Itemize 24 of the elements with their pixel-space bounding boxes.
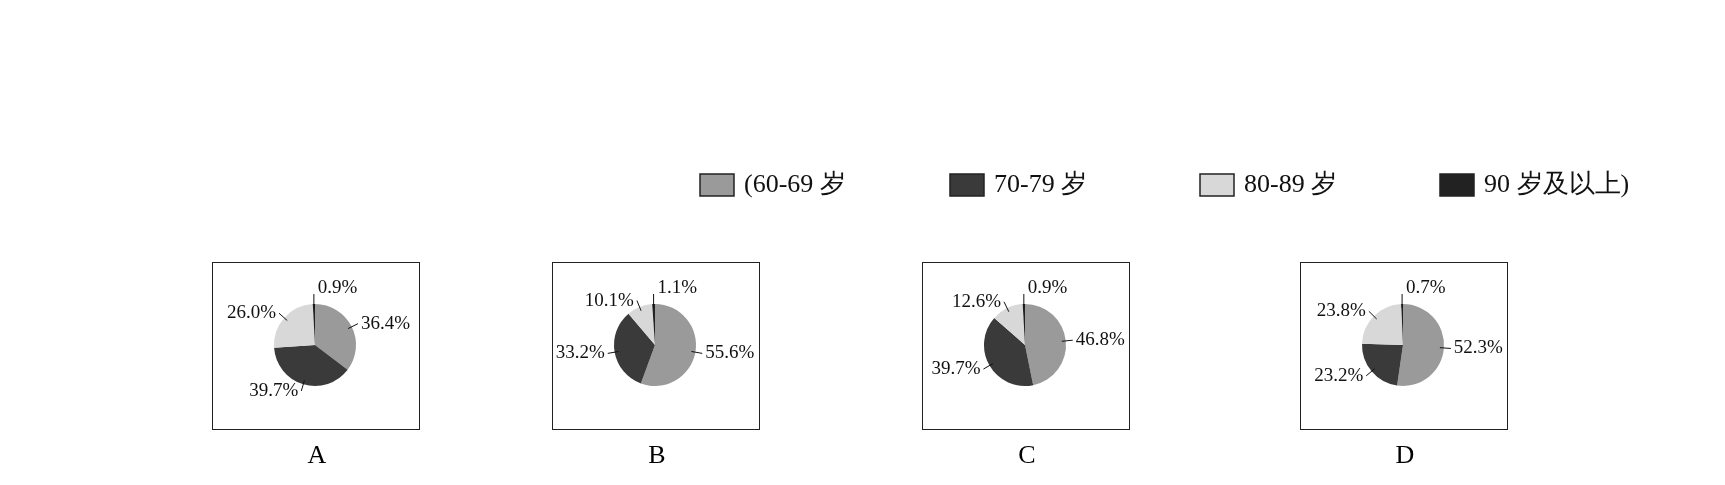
data-label: 55.6% — [705, 341, 755, 363]
text: C — [1017, 440, 1037, 470]
data-label: 1.1% — [657, 275, 698, 297]
data-label: 0.9% — [317, 275, 358, 297]
data-label: 10.1% — [584, 288, 635, 310]
data-label: 52.3% — [1453, 336, 1504, 358]
legend-label: 80-89 岁 — [1244, 168, 1338, 198]
data-label: 46.8% — [1075, 328, 1126, 350]
data-label: 36.4% — [361, 311, 411, 333]
data-label: 39.7% — [931, 357, 981, 379]
data-label: 0.9% — [1027, 275, 1068, 297]
data-label: 12.6% — [951, 289, 1002, 311]
data-label: 33.2% — [555, 341, 605, 363]
data-label: 23.2% — [1314, 363, 1364, 385]
legend-label: (60-69 岁 — [744, 168, 846, 198]
text: A — [306, 440, 328, 470]
data-label: 23.8% — [1316, 299, 1367, 321]
legend-label: 90 岁及以上) — [1484, 168, 1630, 198]
legend-label: 70-79 岁 — [994, 168, 1088, 198]
data-label: 0.7% — [1406, 275, 1446, 297]
text: B — [647, 440, 667, 470]
text: D — [1394, 440, 1416, 470]
data-label: 39.7% — [249, 378, 299, 400]
data-label: 26.0% — [226, 301, 277, 323]
